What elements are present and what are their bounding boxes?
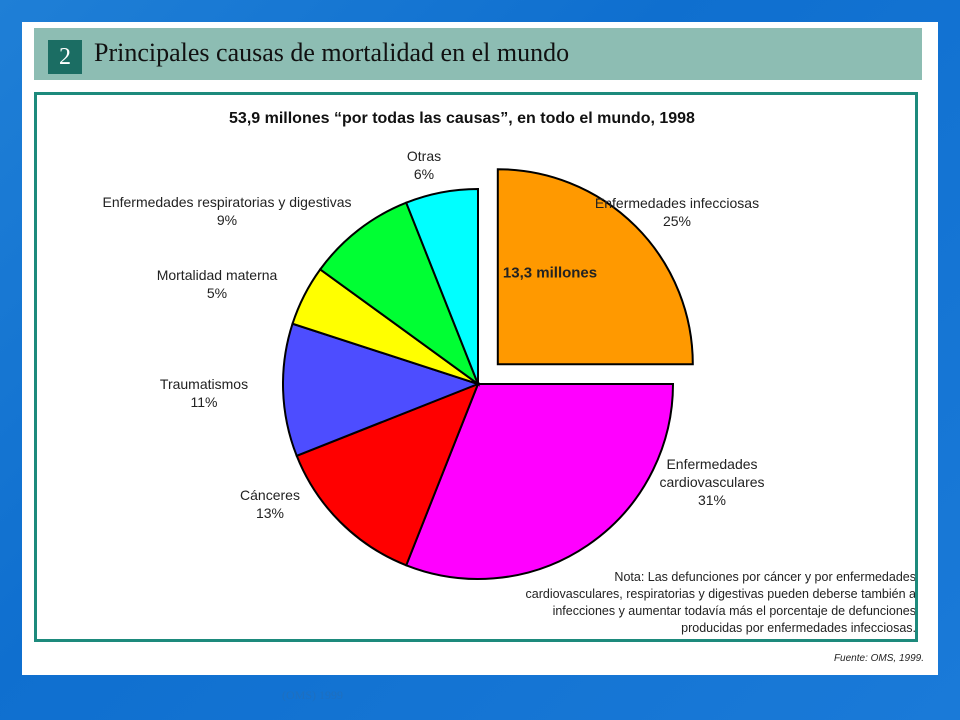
pie-chart: 53,9 millones “por todas las causas”, en… <box>102 110 916 635</box>
note-line: producidas por enfermedades infecciosas. <box>681 621 915 635</box>
slice-value-label: 5% <box>207 285 227 301</box>
slice-label: Mortalidad materna <box>157 267 278 283</box>
note-line: infecciones y aumentar todavía más el po… <box>553 604 915 618</box>
note-line: Nota: Las defunciones por cáncer y por e… <box>614 570 915 584</box>
chart-frame: 53,9 millones “por todas las causas”, en… <box>34 92 918 642</box>
slice-label: cardiovasculares <box>659 474 764 490</box>
slice-label: Traumatismos <box>160 376 248 392</box>
slice-labels: Enfermedades infecciosas 25% Enfermedades c… <box>102 148 764 521</box>
slice-label: Enfermedades <box>666 456 757 472</box>
pie-slice <box>404 187 479 385</box>
pie-slice <box>404 383 675 580</box>
slide-panel: 2 Principales causas de mortalidad en el… <box>22 22 938 675</box>
slice-value-label: 11% <box>191 394 218 410</box>
pie-slices: 13,3 millones <box>282 168 694 580</box>
slice-value-label: 31% <box>698 492 726 508</box>
chart-title: 53,9 millones “por todas las causas”, en… <box>229 110 695 127</box>
figure-title: Principales causas de mortalidad en el m… <box>94 38 570 67</box>
slice-label: Otras <box>407 148 441 164</box>
chart-note: Nota: Las defunciones por cáncer y por e… <box>526 570 916 635</box>
source-credit: Fuente: OMS, 1999. <box>833 653 924 664</box>
footer-caption: (OMS) 1999 <box>282 688 344 702</box>
slice-value-label: 25% <box>663 213 691 229</box>
slice-label: Cánceres <box>240 487 300 503</box>
slice-label: Enfermedades infecciosas <box>595 195 759 211</box>
slice-value-label: 6% <box>414 166 434 182</box>
slice-inner-label: 13,3 millones <box>503 264 597 281</box>
slice-value-label: 13% <box>256 505 284 521</box>
figure-number: 2 <box>48 40 82 74</box>
pie-slice <box>295 382 480 567</box>
header-band: 2 Principales causas de mortalidad en el… <box>34 28 922 80</box>
pie-slice <box>318 201 481 387</box>
pie-slice <box>282 322 481 458</box>
note-line: cardiovasculares, respiratorias y digest… <box>526 587 916 601</box>
slice-label: Enfermedades respiratorias y digestivas <box>102 194 351 210</box>
slice-value-label: 9% <box>217 212 237 228</box>
pie-slice <box>496 168 694 366</box>
